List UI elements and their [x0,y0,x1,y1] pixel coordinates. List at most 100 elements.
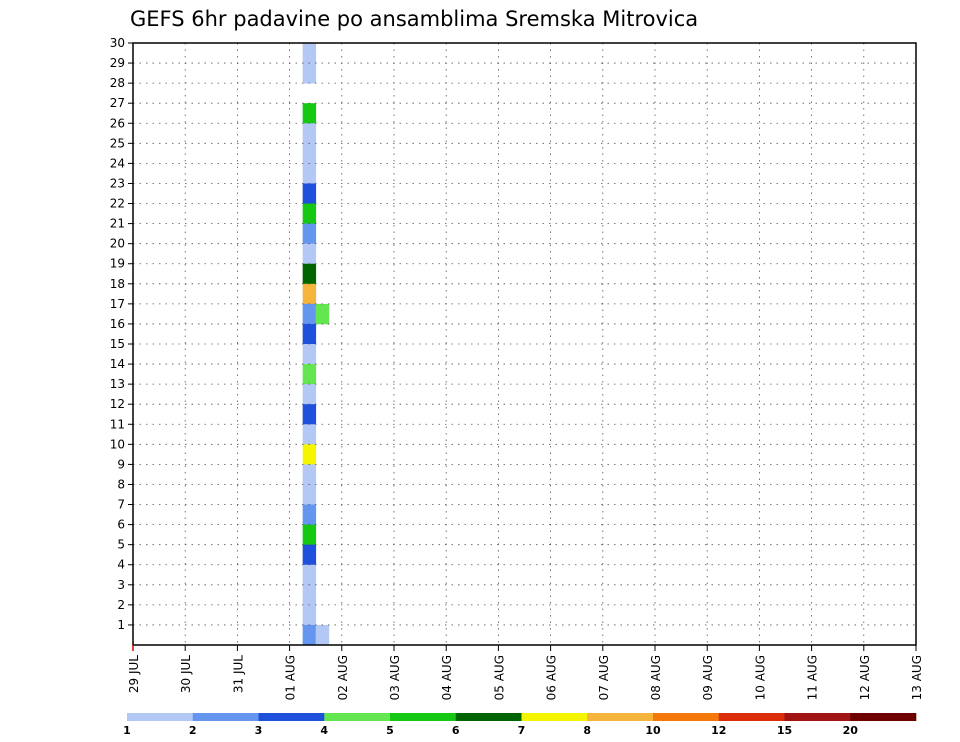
y-tick-label: 27 [110,96,125,110]
x-tick-label: 11 AUG [806,655,820,700]
y-tick-label: 7 [117,498,125,512]
x-tick-label: 13 AUG [910,655,924,700]
colorbar-label: 20 [843,724,859,737]
y-tick-label: 11 [110,417,125,431]
precip-cell [302,504,317,525]
precip-cell [302,43,317,64]
precip-cell [302,63,317,84]
precip-cell [302,163,317,184]
y-tick-label: 29 [110,56,125,70]
y-tick-label: 1 [117,618,125,632]
precip-cell [302,143,317,164]
precip-cell [302,564,317,586]
precip-cell [302,584,317,606]
colorbar-swatch [258,713,325,721]
y-tick-label: 22 [110,197,125,211]
precip-cell [302,323,317,345]
precip-cell [315,624,330,646]
colorbar-label: 5 [386,724,394,737]
x-tick-label: 05 AUG [492,655,506,700]
colorbar-swatch [587,713,654,721]
y-tick-label: 20 [110,237,125,251]
x-tick-label: 29 JUL [127,655,141,693]
y-tick-label: 10 [110,437,125,451]
precip-cell [302,444,317,465]
x-tick-label: 30 JUL [179,655,193,693]
x-tick-label: 06 AUG [545,655,559,700]
x-tick-label: 01 AUG [284,655,298,700]
x-tick-label: 04 AUG [440,655,454,700]
y-tick-label: 16 [110,317,125,331]
precip-cell [302,203,317,224]
precip-cell [302,263,317,285]
x-tick-label: 08 AUG [649,655,663,700]
precip-cell [302,303,317,325]
precip-cell [302,424,317,445]
y-tick-label: 3 [117,578,125,592]
x-axis: 29 JUL 30 JUL 31 JUL 01 AUG 02 AUG 03 AUG 04 A… [127,645,924,700]
y-tick-label: 18 [110,277,125,291]
x-tick-label: 12 AUG [858,655,872,700]
y-tick-label: 19 [110,257,125,271]
colorbar-label: 2 [189,724,197,737]
precip-cell [302,404,317,425]
precip-cell [302,604,317,626]
precip-cell [302,243,317,265]
precip-cell [302,103,317,124]
y-axis: 1234567891011121314151617181920212223242… [110,36,133,632]
y-tick-label: 14 [110,357,125,371]
precip-cell [315,303,330,325]
colorbar-swatch [127,713,194,721]
y-tick-label: 9 [117,457,125,471]
y-tick-label: 12 [110,397,125,411]
x-tick-label: 09 AUG [701,655,715,700]
x-tick-label: 31 JUL [231,655,245,693]
y-tick-label: 2 [117,598,125,612]
colorbar-label: 6 [452,724,460,737]
y-tick-label: 17 [110,297,125,311]
colorbar-swatch [850,713,917,721]
colorbar-label: 4 [320,724,328,737]
colorbar-swatch [521,713,588,721]
colorbar-label: 3 [255,724,263,737]
colorbar: 1 2 3 4 5 6 7 8 10 12 15 20 [123,713,917,737]
precip-cell [302,544,317,566]
x-tick-label: 10 AUG [753,655,767,700]
x-tick-label: 07 AUG [597,655,611,700]
colorbar-label: 12 [711,724,726,737]
y-tick-label: 5 [117,538,125,552]
colorbar-swatch [718,713,785,721]
precip-cell [302,624,317,646]
precip-cell [302,364,317,385]
grid-lines [133,43,916,645]
colorbar-swatch [653,713,720,721]
y-tick-label: 15 [110,337,125,351]
colorbar-label: 1 [123,724,131,737]
precip-cell [302,123,317,144]
data-cells [302,43,330,646]
precip-cell [302,223,317,245]
colorbar-swatch [324,713,391,721]
colorbar-swatch [390,713,457,721]
colorbar-label: 8 [583,724,591,737]
y-tick-label: 25 [110,136,125,150]
y-tick-label: 23 [110,176,125,190]
precip-cell [302,524,317,546]
y-tick-label: 24 [110,156,125,170]
precip-cell [302,344,317,365]
y-tick-label: 6 [117,518,125,532]
precip-cell [302,283,317,305]
colorbar-label: 7 [518,724,526,737]
y-tick-label: 30 [110,36,125,50]
x-tick-label: 02 AUG [336,655,350,700]
precip-cell [302,183,317,204]
y-tick-label: 8 [117,477,125,491]
colorbar-label: 10 [645,724,661,737]
precip-cell [302,464,317,485]
x-tick-label: 03 AUG [388,655,402,700]
colorbar-swatch [192,713,259,721]
precip-cell [302,484,317,505]
precip-cell [302,384,317,405]
chart-title: GEFS 6hr padavine po ansamblima Sremska … [130,7,698,31]
